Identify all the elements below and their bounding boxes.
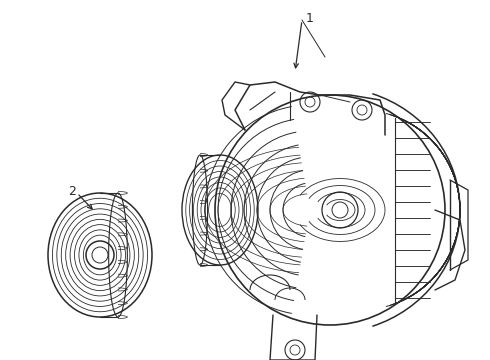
Text: 2: 2 (68, 185, 76, 198)
Text: 1: 1 (306, 12, 314, 25)
